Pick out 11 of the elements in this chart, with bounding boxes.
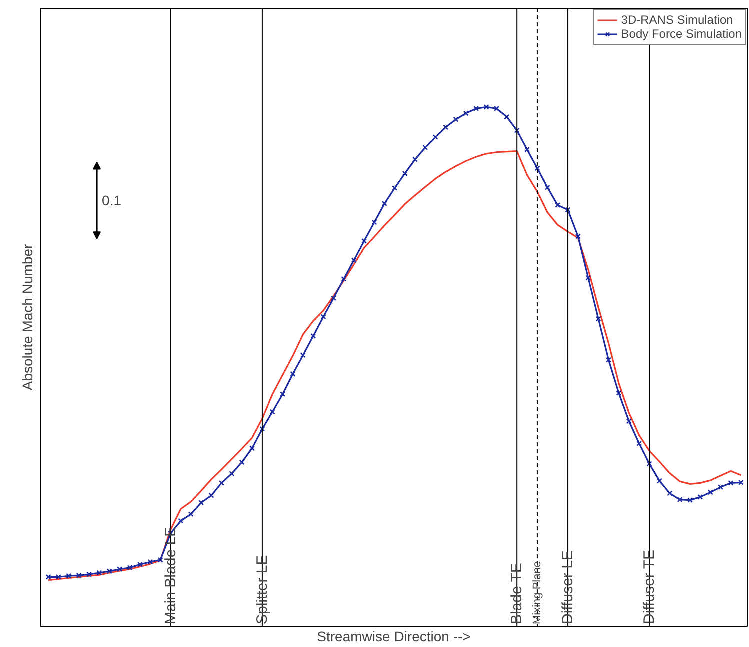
annotation: 0.1 xyxy=(102,192,122,209)
x-tick-label: Diffuser LE xyxy=(560,550,577,624)
x-tick-label: Blade TE xyxy=(508,563,526,624)
x-tick-label: Diffuser TE xyxy=(641,550,658,624)
x-tick-label: Splitter LE xyxy=(254,555,271,624)
legend-label: 3D-RANS Simulation xyxy=(621,13,734,27)
x-axis-title: Streamwise Direction --> xyxy=(317,628,471,644)
x-tick-label: Main Blade LE xyxy=(162,526,180,624)
y-axis-title: Absolute Mach Number xyxy=(20,244,36,391)
legend-label: Body Force Simulation xyxy=(621,27,742,41)
x-tick-label: Mixing Plane xyxy=(531,562,544,624)
